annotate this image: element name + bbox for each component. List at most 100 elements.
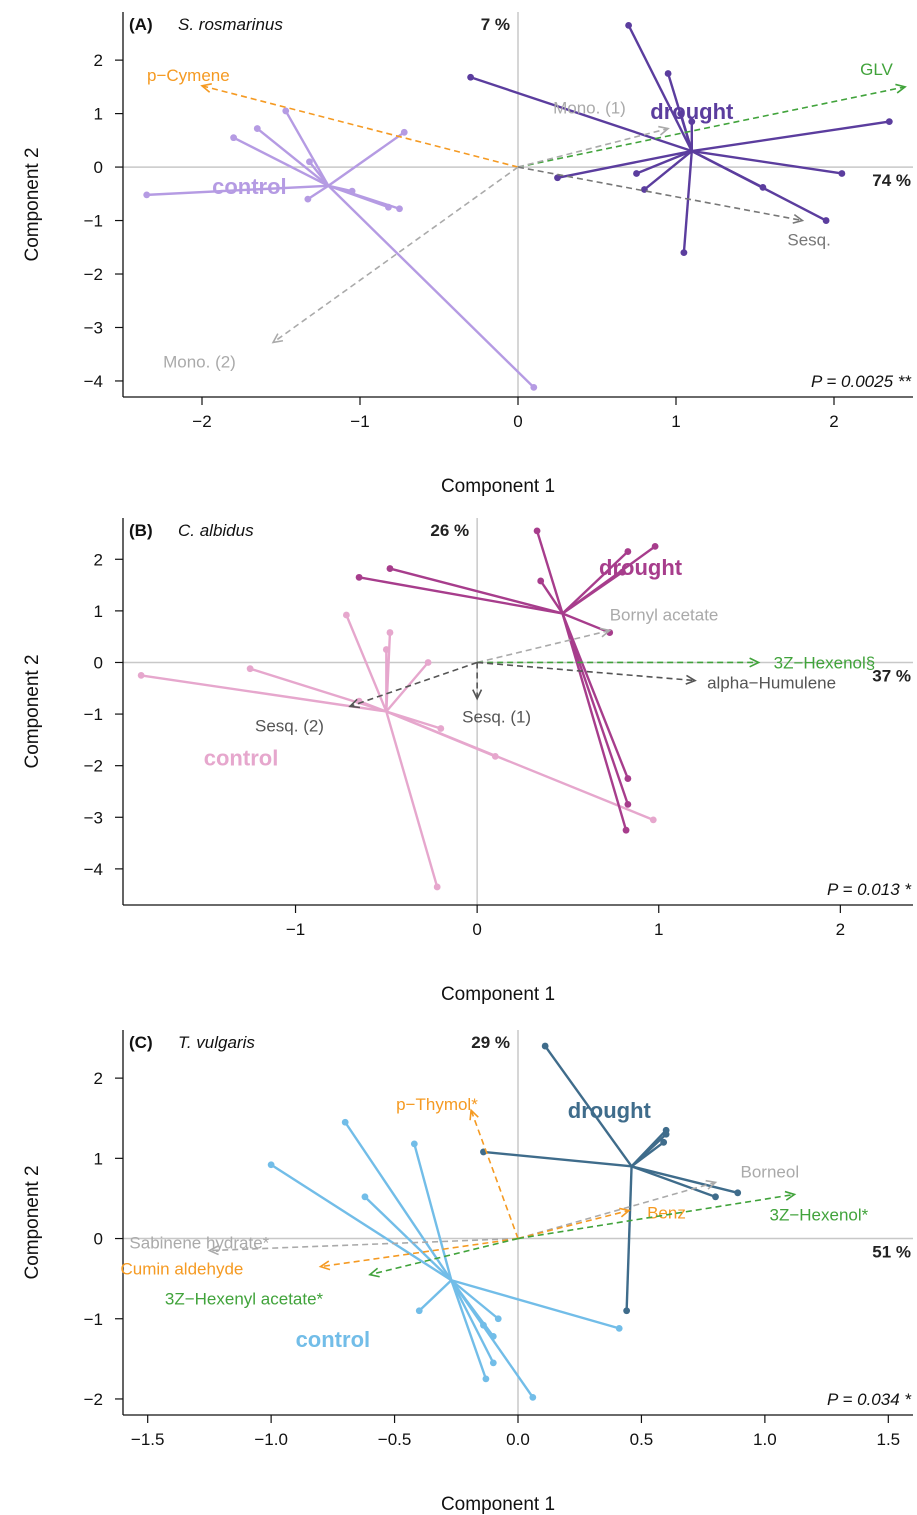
- data-point: [342, 611, 350, 619]
- p-value: P = 0.034 *: [827, 1390, 912, 1409]
- y-tick-label: 2: [94, 1069, 103, 1088]
- data-point: [385, 203, 392, 211]
- x-variance-label: 51 %: [872, 1243, 911, 1262]
- x-tick-label: −0.5: [378, 1430, 412, 1449]
- spider-line: [256, 127, 330, 187]
- data-point: [822, 217, 830, 224]
- x-tick-label: 0: [513, 412, 522, 431]
- data-point: [494, 1315, 502, 1323]
- loading-vector: 3Z−Hexenol*: [517, 1190, 869, 1240]
- x-tick-label: −1: [286, 920, 305, 939]
- group-label-drought: drought: [568, 1098, 652, 1123]
- spider-line: [561, 613, 630, 805]
- data-point: [382, 646, 390, 653]
- p-value: P = 0.0025 **: [811, 372, 912, 391]
- vector-label: Sesq.: [787, 231, 830, 250]
- x-variance-label: 37 %: [872, 666, 911, 685]
- y-axis-title: Component 2: [22, 1165, 43, 1279]
- group-drought: drought: [480, 1042, 742, 1315]
- data-point: [529, 1393, 537, 1401]
- loading-vector: alpha−Humulene: [477, 661, 836, 693]
- spider-line: [418, 1279, 453, 1312]
- data-point: [437, 725, 445, 732]
- data-point: [482, 1375, 490, 1383]
- y-tick-label: 1: [94, 105, 103, 124]
- y-tick-label: −1: [84, 1310, 103, 1329]
- y-tick-label: 0: [94, 158, 103, 177]
- data-point: [230, 134, 238, 142]
- data-point: [433, 883, 441, 891]
- data-point: [680, 249, 688, 257]
- vector-arrowhead: [472, 689, 483, 701]
- y-axis-title: Component 2: [22, 654, 43, 768]
- data-point: [355, 573, 363, 581]
- spider-line: [691, 149, 843, 175]
- vector-line: [369, 1237, 519, 1276]
- vector-arrowhead: [658, 125, 670, 136]
- vector-line: [477, 661, 696, 682]
- spider-line: [535, 530, 564, 614]
- spider-line: [630, 1141, 665, 1168]
- data-point: [624, 548, 632, 555]
- y-tick-label: −2: [84, 1390, 103, 1409]
- data-point: [622, 826, 630, 834]
- group-label-control: control: [204, 746, 279, 771]
- vector-label: 3Z−Hexenol§: [774, 653, 876, 672]
- data-point: [624, 800, 632, 808]
- panel-c: −1.5 −1.0 −0.5 0.0 0.5 1.0 1.5 −2 −1 0 1 2 Component…: [22, 1030, 913, 1515]
- vector-arrowhead: [705, 1179, 718, 1190]
- data-point: [306, 158, 313, 166]
- data-point: [677, 110, 685, 117]
- data-point: [137, 671, 145, 679]
- spider-line: [358, 576, 563, 615]
- vector-label: alpha−Humulene: [707, 674, 836, 693]
- panel-tag: (B): [129, 521, 153, 540]
- vector-arrowhead: [685, 674, 697, 685]
- spider-line: [557, 149, 693, 179]
- data-point: [361, 1193, 369, 1201]
- data-point: [424, 659, 432, 666]
- data-point: [530, 383, 538, 391]
- vector-label: Borneol: [741, 1162, 800, 1181]
- y-tick-label: −3: [84, 318, 103, 337]
- spider-line: [327, 131, 405, 187]
- x-tick-label: −1.0: [254, 1430, 288, 1449]
- data-point: [619, 568, 626, 576]
- data-point: [253, 125, 261, 132]
- data-point: [664, 70, 672, 77]
- spider-line: [539, 580, 564, 615]
- loading-vector: Sesq. (2): [255, 661, 478, 735]
- spider-line: [270, 1163, 452, 1282]
- data-point: [415, 1307, 423, 1315]
- y-tick-label: −4: [84, 860, 103, 879]
- vector-line: [272, 166, 519, 344]
- spider-line: [561, 550, 629, 615]
- data-point: [649, 816, 657, 824]
- spider-line: [470, 76, 693, 153]
- data-point: [660, 1138, 668, 1146]
- x-tick-label: 1: [654, 920, 663, 939]
- x-tick-label: 1: [671, 412, 680, 431]
- x-tick-label: 1.0: [753, 1430, 777, 1449]
- x-tick-label: 1.5: [876, 1430, 900, 1449]
- data-point: [491, 752, 499, 760]
- data-point: [885, 118, 893, 126]
- spider-line: [233, 136, 329, 187]
- x-axis-title: Component 1: [441, 1494, 555, 1515]
- x-axis-title: Component 1: [441, 476, 555, 497]
- data-point: [348, 187, 356, 195]
- group-control: control: [143, 107, 538, 391]
- group-drought: drought: [467, 21, 893, 257]
- vector-label: Bornyl acetate: [610, 605, 719, 624]
- data-point: [386, 565, 394, 572]
- group-drought: drought: [355, 527, 683, 834]
- data-point: [734, 1189, 742, 1197]
- spider-line: [358, 700, 387, 713]
- vector-arrowhead: [784, 1190, 797, 1201]
- data-point: [304, 195, 312, 203]
- spider-line: [450, 1279, 488, 1380]
- vector-arrowhead: [207, 1245, 219, 1256]
- vector-label: p−Thymol*: [396, 1095, 478, 1114]
- p-value: P = 0.013 *: [827, 880, 912, 899]
- vector-line: [209, 1237, 519, 1252]
